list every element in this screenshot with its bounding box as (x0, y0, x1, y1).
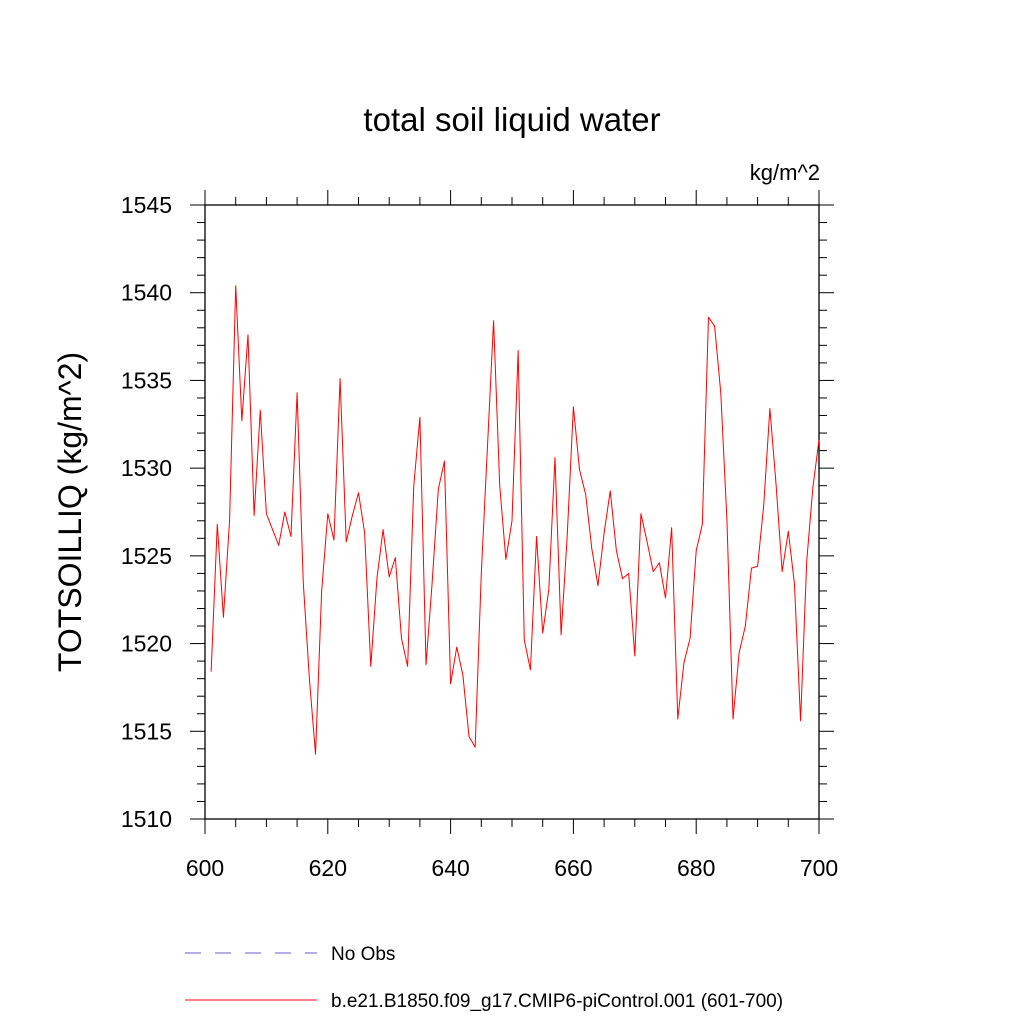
y-tick-label: 1520 (121, 631, 172, 657)
x-tick-label: 620 (309, 855, 347, 881)
x-tick-label: 640 (431, 855, 469, 881)
series-line (210, 285, 820, 755)
x-tick-label: 660 (554, 855, 592, 881)
legend-label: b.e21.B1850.f09_g17.CMIP6-piControl.001 … (331, 991, 783, 1012)
y-tick-label: 1525 (121, 543, 172, 569)
x-tick-label: 700 (800, 855, 838, 881)
y-tick-label: 1545 (121, 192, 172, 218)
chart-title: total soil liquid water (363, 101, 660, 138)
y-tick-label: 1540 (121, 280, 172, 306)
units-label: kg/m^2 (750, 160, 820, 185)
y-tick-label: 1515 (121, 718, 172, 744)
y-tick-label: 1530 (121, 455, 172, 481)
y-tick-label: 1535 (121, 367, 172, 393)
y-axis-label: TOTSOILLIQ (kg/m^2) (52, 352, 88, 672)
x-tick-label: 600 (186, 855, 224, 881)
y-tick-label: 1510 (121, 806, 172, 832)
legend-label: No Obs (331, 944, 395, 965)
x-tick-label: 680 (677, 855, 715, 881)
